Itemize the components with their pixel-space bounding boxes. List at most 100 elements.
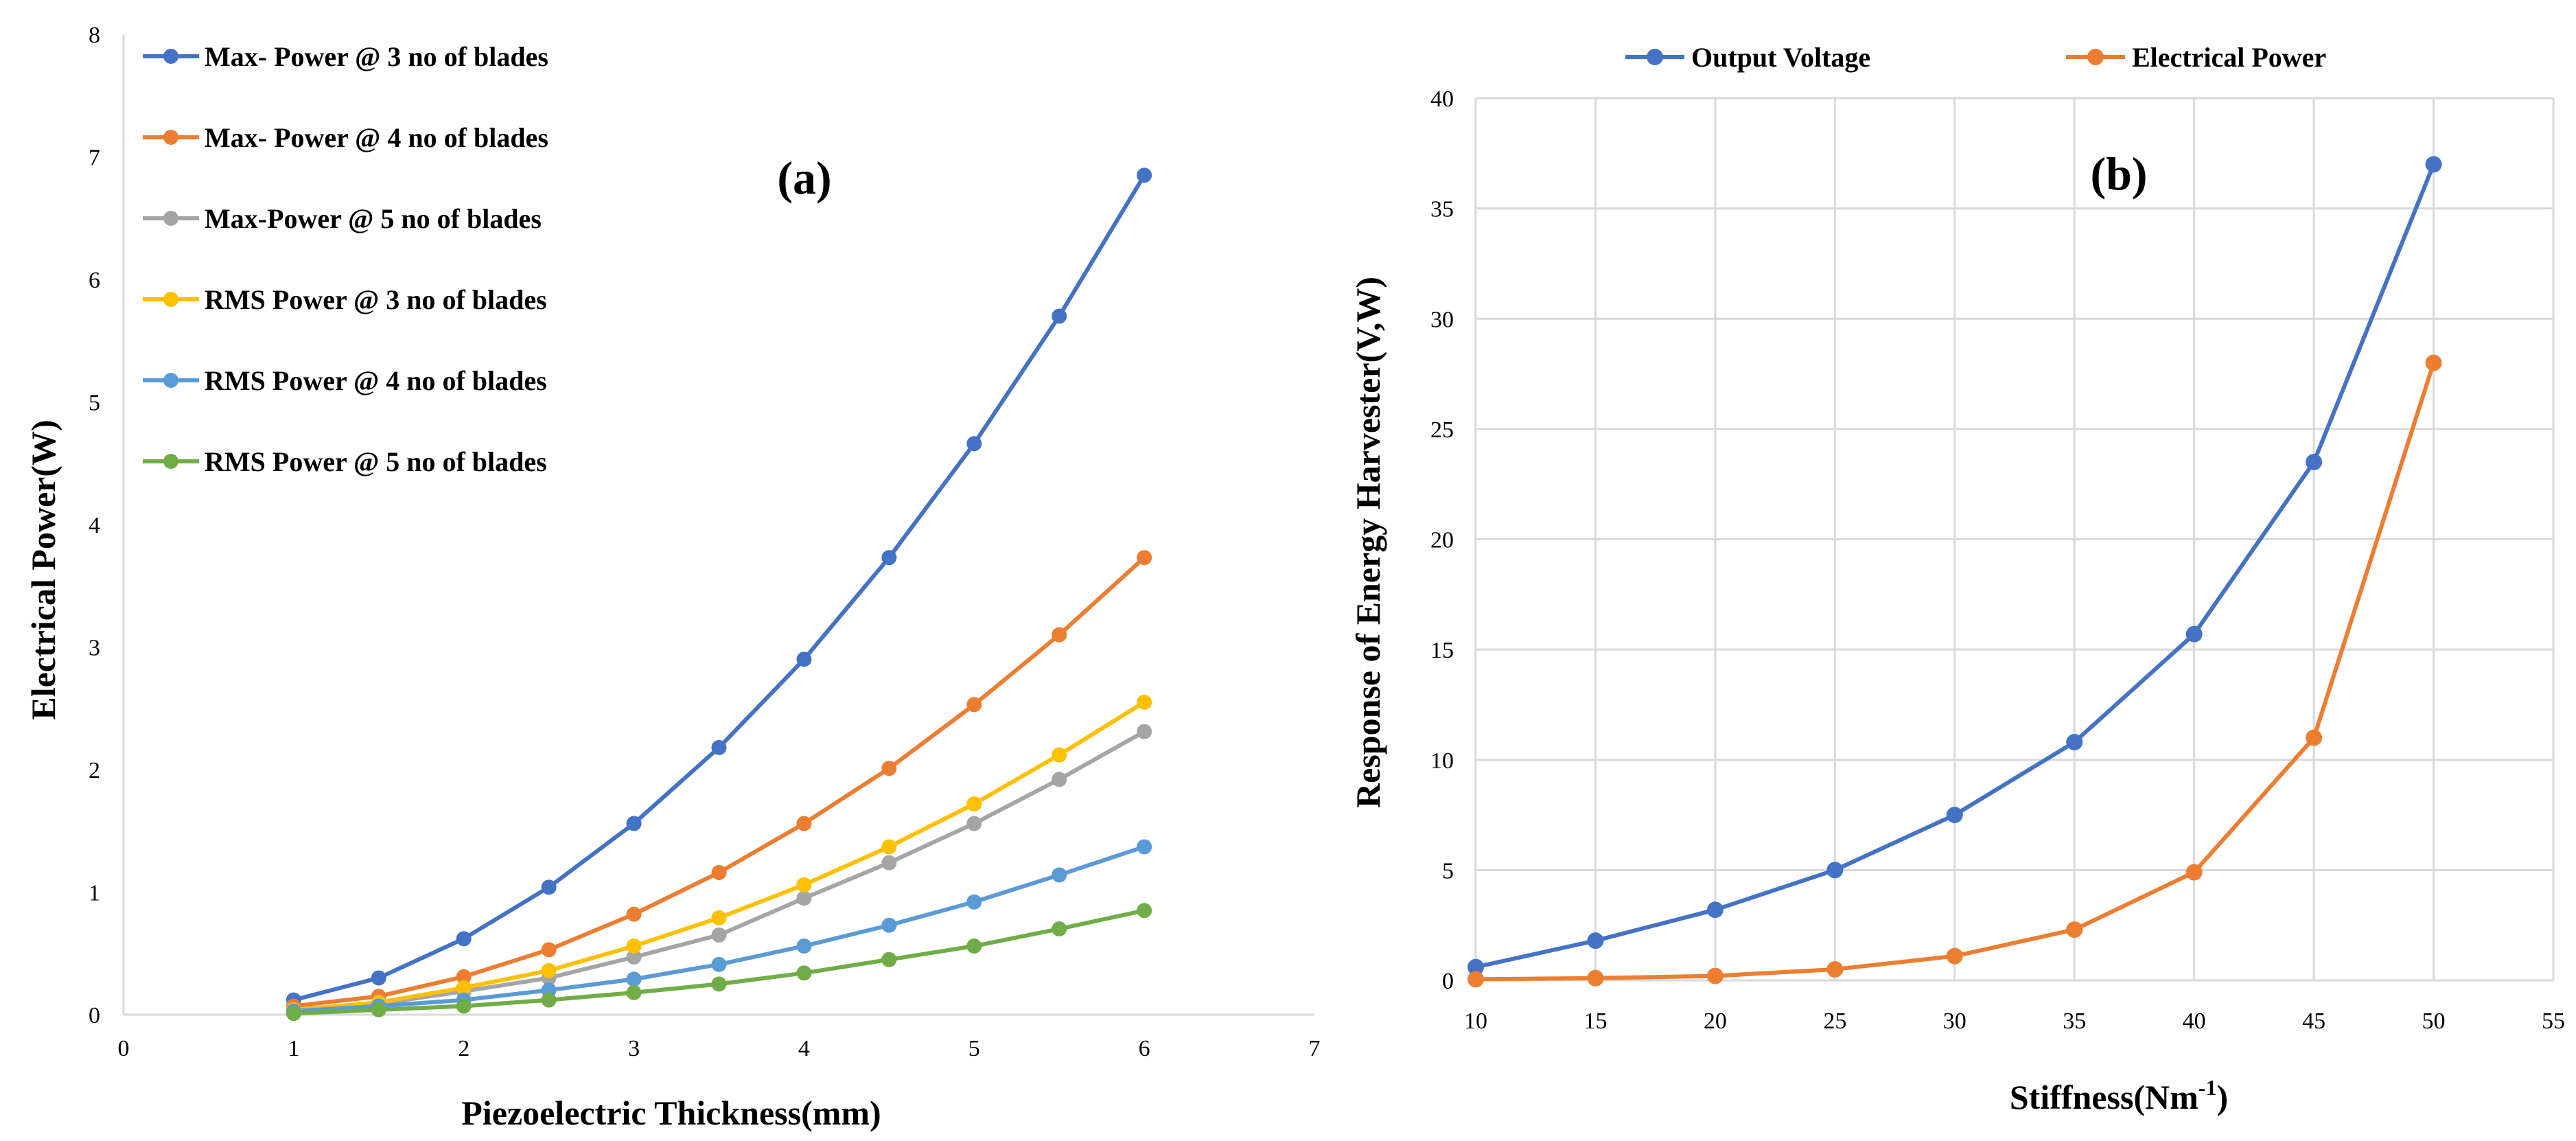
panel-a-x-tick-label: 0 xyxy=(118,1036,130,1061)
panel-a-data-point xyxy=(711,956,727,972)
panel-a-data-point xyxy=(541,963,557,978)
panel-a-data-point xyxy=(541,879,557,895)
panel-a-label: (a) xyxy=(777,152,831,204)
panel-b-data-point xyxy=(1706,901,1724,919)
panel-a-data-point xyxy=(1137,839,1152,855)
panel-a-data-point xyxy=(881,839,897,855)
panel-a-data-point xyxy=(456,969,472,984)
panel-b-x-tick-label: 25 xyxy=(1823,1009,1846,1034)
panel-a-legend-item: Max- Power @ 4 no of blades xyxy=(143,122,548,153)
panel-a-data-point xyxy=(371,1002,386,1017)
panel-a-series-4 xyxy=(286,694,1152,1017)
panel-a-legend-label: RMS Power @ 3 no of blades xyxy=(205,284,547,315)
panel-b-data-point xyxy=(1587,969,1604,987)
panel-a-legend-item: Max-Power @ 5 no of blades xyxy=(143,203,542,234)
panel-a-legend-marker xyxy=(163,211,178,226)
panel-a-x-tick-label: 1 xyxy=(288,1036,299,1061)
panel-a-legend-item: RMS Power @ 4 no of blades xyxy=(143,365,547,396)
panel-b-x-tick-label: 15 xyxy=(1583,1009,1607,1034)
panel-b-y-tick-label: 35 xyxy=(1430,197,1454,222)
panel-b-legend-label: Output Voltage xyxy=(1691,42,1870,73)
panel-a-legend-label: Max- Power @ 3 no of blades xyxy=(205,41,548,72)
panel-a-data-point xyxy=(1137,550,1152,566)
panel-a-data-point xyxy=(796,938,812,954)
panel-b-y-tick-label: 0 xyxy=(1442,969,1454,994)
chart-panel-a: 0 1 2 3 4 5 6 7 0 1 2 3 4 5 6 7 8 Max- Power @ 3 no of b… xyxy=(24,23,1321,1132)
panel-a-data-point xyxy=(626,984,642,1000)
panel-a-data-point xyxy=(1137,168,1152,183)
panel-a-x-tick-label: 2 xyxy=(458,1036,469,1061)
panel-a-data-point xyxy=(371,970,386,986)
panel-a-data-point xyxy=(626,949,642,965)
panel-a-data-point xyxy=(1052,308,1067,324)
panel-a-data-point xyxy=(456,931,472,947)
panel-b-data-point xyxy=(1467,971,1484,988)
panel-b-y-tick-label: 10 xyxy=(1430,748,1454,774)
panel-b-x-axis-title-sup: -1 xyxy=(2198,1075,2217,1100)
panel-a-data-point xyxy=(711,976,727,992)
panel-b-data-point xyxy=(1946,807,1963,824)
panel-a-y-tick-label: 8 xyxy=(89,23,100,48)
panel-b-x-axis-title-tail: ) xyxy=(2216,1078,2228,1116)
panel-a-data-point xyxy=(1052,921,1067,937)
panel-a-x-tick-label: 7 xyxy=(1309,1036,1321,1061)
panel-b-x-tick-label: 45 xyxy=(2302,1009,2325,1034)
panel-a-legend-label: Max-Power @ 5 no of blades xyxy=(205,203,542,234)
panel-a-data-point xyxy=(881,855,897,871)
panel-b-y-tick-label: 5 xyxy=(1442,858,1454,884)
panel-a-data-point xyxy=(1137,694,1152,710)
panel-a-tick-labels: 0 1 2 3 4 5 6 7 0 1 2 3 4 5 6 7 8 xyxy=(89,23,1321,1061)
panel-b-y-tick-label: 15 xyxy=(1430,638,1454,663)
panel-a-legend-label: RMS Power @ 4 no of blades xyxy=(205,365,547,396)
panel-b-data-point xyxy=(2425,354,2442,371)
panel-b-data-point xyxy=(1467,958,1484,976)
panel-a-data-point xyxy=(1137,903,1152,919)
panel-a-data-point xyxy=(1052,772,1067,787)
panel-b-legend-marker xyxy=(2087,49,2104,65)
panel-a-data-point xyxy=(796,890,812,906)
panel-a-x-tick-label: 5 xyxy=(968,1036,980,1061)
panel-b-legend-marker xyxy=(1647,49,1663,65)
panel-a-y-tick-label: 5 xyxy=(89,391,100,416)
panel-a-legend-item: RMS Power @ 3 no of blades xyxy=(143,284,547,315)
panel-a-data-point xyxy=(626,906,642,922)
panel-a-y-tick-label: 4 xyxy=(89,513,100,538)
panel-b-data-point xyxy=(1706,967,1724,984)
panel-a-y-tick-label: 2 xyxy=(89,758,100,783)
panel-b-y-tick-label: 25 xyxy=(1430,417,1454,443)
panel-a-data-point xyxy=(796,877,812,892)
panel-b-gridlines xyxy=(1474,97,2555,982)
panel-a-x-tick-label: 6 xyxy=(1139,1036,1150,1061)
panel-b-legend-item: Output Voltage xyxy=(1625,42,1870,73)
panel-b-tick-labels: 10 15 20 25 30 35 40 45 50 55 0 5 10 15 20 25 30 35 40 xyxy=(1430,87,2565,1034)
panel-b-x-tick-label: 30 xyxy=(1943,1009,1966,1034)
panel-a-data-point xyxy=(966,816,982,831)
panel-a-legend-item: Max- Power @ 3 no of blades xyxy=(143,41,548,72)
panel-a-series-2 xyxy=(286,550,1152,1014)
panel-a-data-point xyxy=(796,965,812,981)
panel-b-data-point xyxy=(2185,625,2203,643)
panel-b-y-tick-label: 30 xyxy=(1430,307,1454,332)
panel-b-x-tick-label: 50 xyxy=(2422,1009,2446,1034)
panel-a-legend: Max- Power @ 3 no of blades Max- Power @ … xyxy=(143,41,548,477)
panel-a-y-tick-label: 7 xyxy=(89,146,100,171)
panel-a-x-tick-label: 3 xyxy=(628,1036,640,1061)
panel-a-series-6 xyxy=(286,903,1152,1022)
panel-a-y-axis-title: Electrical Power(W) xyxy=(24,419,62,719)
panel-a-data-point xyxy=(796,652,812,667)
panel-b-x-tick-label: 55 xyxy=(2542,1009,2565,1034)
panel-a-data-point xyxy=(1137,724,1152,739)
panel-a-legend-marker xyxy=(163,292,178,307)
panel-a-data-point xyxy=(966,894,982,910)
panel-b-legend: Output Voltage Electrical Power xyxy=(1625,42,2326,73)
panel-b-legend-label: Electrical Power xyxy=(2132,42,2326,73)
panel-a-y-tick-label: 1 xyxy=(89,881,100,906)
panel-a-series-group xyxy=(286,168,1152,1022)
panel-a-legend-marker xyxy=(163,373,178,388)
panel-a-data-point xyxy=(966,938,982,954)
panel-b-data-point xyxy=(2066,921,2083,938)
panel-b-data-point xyxy=(1946,947,1963,965)
panel-b-data-point xyxy=(1587,932,1604,949)
panel-a-legend-marker xyxy=(163,49,178,64)
